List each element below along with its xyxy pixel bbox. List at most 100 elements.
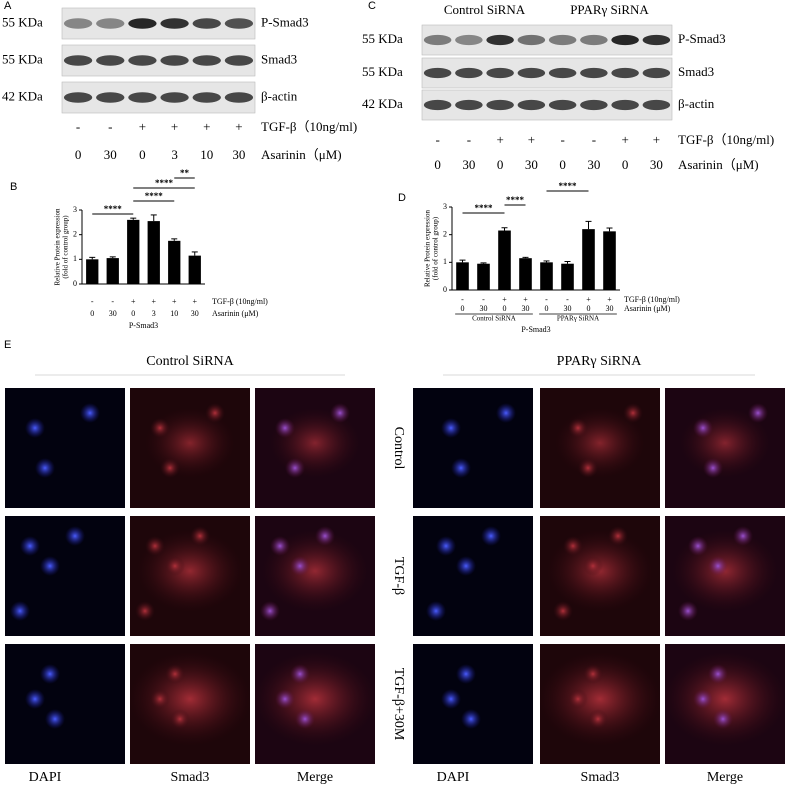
blot-band [642, 67, 671, 79]
y-axis-label: (fold of control group) [432, 216, 440, 280]
blot-band [548, 34, 577, 46]
tgf-sign: + [621, 132, 628, 147]
asarinin-dose: 3 [171, 147, 178, 162]
nucleus [25, 689, 45, 709]
x-tick-label: 10 [170, 309, 178, 318]
y-tick-label: 2 [443, 229, 447, 238]
x-axis-label: P-Smad3 [521, 325, 550, 334]
significance-label: **** [475, 203, 494, 213]
tgf-sign: + [131, 297, 136, 306]
asarinin-dose: 0 [497, 157, 504, 172]
protein-label: β-actin [261, 88, 298, 103]
tgf-sign: - [467, 132, 471, 147]
x-tick-label: 30 [522, 304, 530, 313]
y-tick-label: 1 [443, 257, 447, 266]
tgf-sign: + [502, 295, 507, 304]
nucleus [693, 689, 713, 709]
y-tick-label: 1 [73, 254, 77, 263]
asarinin-dose: 30 [525, 157, 538, 172]
nucleus [441, 418, 461, 438]
nucleus [693, 418, 713, 438]
treatment-label: TGF-β（10ng/ml) [261, 119, 357, 134]
nucleus [170, 709, 190, 729]
bar [127, 219, 140, 284]
asarinin-dose: 0 [75, 147, 82, 162]
blot-band [423, 34, 452, 46]
nucleus [190, 526, 210, 546]
nucleus [25, 418, 45, 438]
cell-stain [539, 652, 661, 746]
nucleus [563, 536, 583, 556]
treatment-label: TGF-β（10ng/ml) [678, 132, 774, 147]
protein-label: Smad3 [261, 51, 297, 66]
row-label: Control [391, 427, 406, 470]
y-axis-label: Relative Protein expression [424, 210, 432, 287]
row-label: TGF-β (10ng/ml) [624, 295, 680, 304]
nucleus [583, 664, 603, 684]
blot-band [192, 92, 221, 103]
nucleus [135, 601, 155, 621]
nucleus [45, 709, 65, 729]
micrograph [5, 388, 125, 508]
protein-label: β-actin [678, 96, 715, 111]
y-tick-label: 0 [443, 285, 447, 294]
significance-label: **** [155, 178, 174, 188]
micrograph [413, 644, 533, 764]
group-label: PPARγ SiRNA [570, 2, 649, 17]
nucleus [290, 664, 310, 684]
nucleus [165, 556, 185, 576]
column-label: Smad3 [581, 770, 620, 785]
nucleus [713, 709, 733, 729]
tgf-sign: - [545, 295, 548, 304]
tgf-sign: - [461, 295, 464, 304]
protein-label: P-Smad3 [678, 31, 726, 46]
blot-band [224, 92, 254, 103]
bar [540, 262, 553, 290]
tgf-sign: + [496, 132, 503, 147]
nucleus [553, 601, 573, 621]
blot-band [423, 67, 452, 79]
group-label: PPARγ SiRNA [557, 315, 599, 323]
group-label: Control SiRNA [444, 2, 526, 17]
asarinin-dose: 0 [622, 157, 629, 172]
row-label: TGF-β (10ng/ml) [212, 297, 268, 306]
tgf-sign: + [528, 132, 535, 147]
tgf-sign: - [482, 295, 485, 304]
asarinin-dose: 30 [104, 147, 117, 162]
bar [603, 231, 616, 290]
column-label: Merge [707, 770, 743, 785]
protein-label: P-Smad3 [261, 14, 309, 29]
nucleus [623, 403, 643, 423]
column-label: DAPI [437, 770, 470, 785]
blot-strip [61, 7, 256, 40]
bar [561, 263, 574, 290]
tgf-sign: + [607, 295, 612, 304]
nucleus [315, 526, 335, 546]
tgf-sign: + [139, 119, 146, 134]
x-tick-label: 0 [131, 309, 135, 318]
asarinin-dose: 30 [587, 157, 600, 172]
x-tick-label: 30 [191, 309, 199, 318]
panel-letter: C [368, 0, 376, 12]
bar [498, 230, 511, 290]
marker-label: 42 KDa [2, 88, 43, 103]
bar [582, 229, 595, 290]
column-label: DAPI [29, 770, 62, 785]
asarinin-dose: 0 [139, 147, 146, 162]
blot-band [486, 99, 514, 111]
blot-band [455, 34, 483, 46]
significance-label: **** [506, 195, 525, 205]
tgf-sign: + [192, 297, 197, 306]
blot-band [224, 55, 254, 66]
marker-label: 55 KDa [362, 64, 403, 79]
group-label: Control SiRNA [472, 315, 516, 323]
x-tick-label: 0 [90, 309, 94, 318]
y-tick-label: 2 [73, 229, 77, 238]
marker-label: 55 KDa [2, 51, 43, 66]
nucleus [436, 536, 456, 556]
nucleus [295, 709, 315, 729]
x-tick-label: 30 [109, 309, 117, 318]
nucleus [150, 418, 170, 438]
protein-label: Smad3 [678, 64, 714, 79]
row-label: Asarinin (μM) [212, 309, 259, 318]
